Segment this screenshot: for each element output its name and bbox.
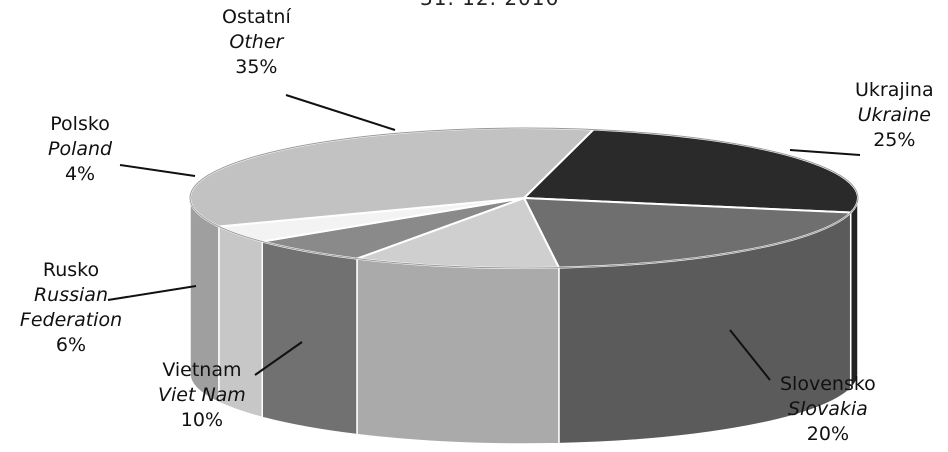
label-russia: Rusko Russian Federation 6% [12,258,130,358]
leader-other [285,94,396,131]
label-other: Ostatní Other 35% [222,6,291,78]
label-vietnam: Vietnam Viet Nam 10% [158,359,246,431]
leader-vietnam [254,341,303,376]
leader-slovakia [729,329,771,381]
pie-side-viet-nam [356,257,560,445]
label-poland: Polsko Poland 4% [48,113,113,185]
pie-rim [189,127,859,269]
leader-poland [119,164,196,177]
leader-russia [107,285,197,301]
leader-ukraine [789,149,861,156]
label-ukraine: Ukrajina Ukraine 25% [855,79,934,151]
pie-side-ukraine [849,197,859,391]
label-slovakia: Slovensko Slovakia 20% [780,373,876,445]
label-russia-en: Russian Federation [19,284,123,331]
pie-side-russian-federation [261,240,358,436]
chart-title-partial: 31. 12. 2016 [420,0,559,10]
